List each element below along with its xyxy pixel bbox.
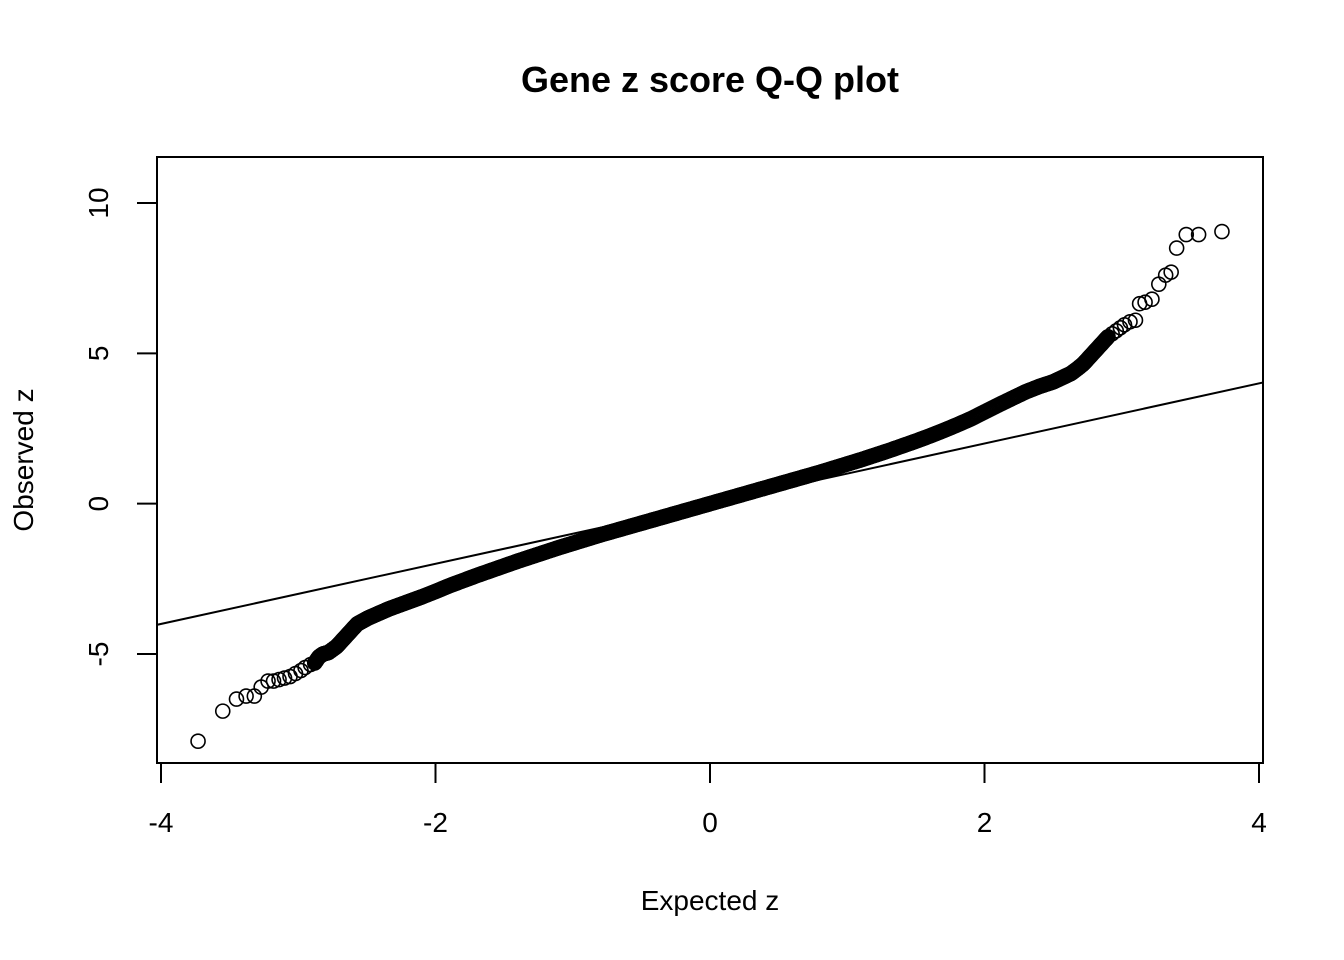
data-point — [228, 691, 245, 707]
x-axis-label: Expected z — [641, 885, 780, 916]
data-point — [246, 688, 263, 704]
data-point — [1168, 240, 1185, 256]
data-point — [1151, 276, 1167, 292]
y-tick-label: 10 — [83, 187, 114, 218]
data-point — [1127, 312, 1144, 329]
x-tick-label: 4 — [1251, 807, 1267, 838]
data-point — [1137, 294, 1153, 311]
x-tick-label: -2 — [423, 807, 448, 838]
y-axis-label: Observed z — [8, 388, 39, 531]
y-tick-label: 5 — [83, 346, 114, 362]
data-point — [214, 703, 231, 719]
y-tick-label: 0 — [83, 496, 114, 512]
data-point — [260, 673, 276, 689]
data-point — [238, 688, 254, 704]
data-point — [1100, 328, 1116, 345]
y-axis: -5 0 5 10 — [83, 187, 158, 667]
x-tick-label: 2 — [977, 807, 993, 838]
data-point — [1144, 291, 1160, 308]
data-point — [1108, 322, 1125, 339]
x-tick-label: -4 — [149, 807, 174, 838]
data-point — [1104, 325, 1120, 342]
y-tick-label: -5 — [83, 642, 114, 667]
x-axis: -4 -2 0 2 4 — [149, 762, 1267, 838]
data-points — [190, 223, 1230, 749]
data-point — [1163, 264, 1179, 280]
data-point — [1190, 226, 1207, 243]
chart-title: Gene z score Q-Q plot — [521, 59, 899, 100]
data-point — [1178, 226, 1195, 243]
x-tick-label: 0 — [702, 807, 718, 838]
data-point — [1214, 223, 1230, 240]
data-point — [190, 733, 206, 749]
plot-frame — [156, 156, 1264, 764]
